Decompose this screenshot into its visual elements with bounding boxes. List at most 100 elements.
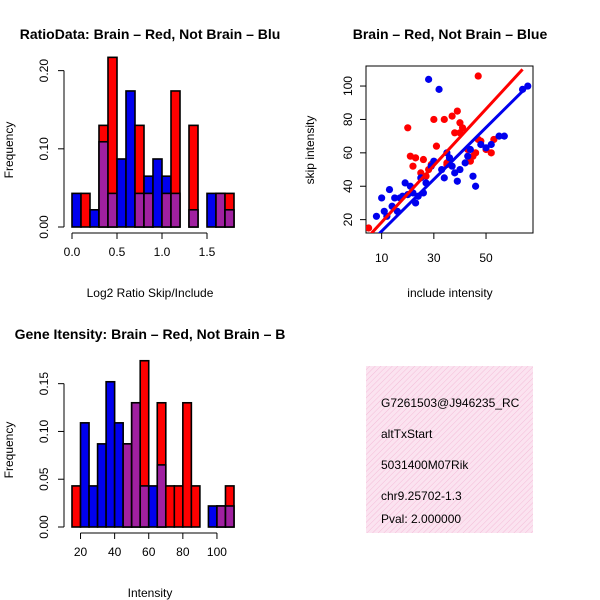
intensity-histogram-overlap-bar	[216, 505, 227, 528]
ratio-histogram-bar	[125, 90, 136, 228]
scatter-point-brain	[404, 124, 412, 132]
scatter-point-brain	[474, 72, 482, 80]
scatter-point-brain	[440, 115, 448, 124]
intensity-histogram-overlap-bar	[122, 443, 133, 528]
ratio-histogram-overlap-bar	[161, 192, 172, 228]
ratio-histogram-bar	[152, 158, 163, 228]
scatter-point-not-brain	[378, 194, 386, 202]
intensity-histogram-axes: 20 40 60 80 100 0.00 0.05 0.10 0.15	[37, 372, 227, 559]
scatter-x-tick-label: 50	[479, 251, 493, 265]
scatter-y-tick-label: 40	[341, 179, 355, 193]
scatter-point-not-brain	[372, 212, 381, 220]
ratio-histogram-overlap-bar	[107, 192, 118, 228]
ratio-histogram-y-tick-label: 0.00	[37, 215, 51, 239]
scatter-point-not-brain	[445, 154, 454, 162]
scatter-point-not-brain	[391, 194, 399, 202]
ratio-histogram-overlap-bar	[143, 192, 154, 228]
scatter-xlabel: include intensity	[407, 286, 492, 300]
intensity-histogram-x-tick-label: 80	[176, 545, 190, 559]
intensity-histogram-x-tick-label: 40	[108, 545, 122, 559]
scatter-point-brain	[411, 154, 420, 162]
scatter-point-not-brain	[477, 140, 485, 149]
ratio-histogram-bars	[71, 56, 235, 228]
scatter-plot-frame	[365, 65, 534, 234]
intensity-histogram-bar	[71, 485, 82, 528]
scatter-point-not-brain	[500, 132, 508, 140]
info-location: chr9.25702-1.3	[381, 489, 462, 503]
scatter-point-not-brain	[440, 174, 448, 182]
ratio-histogram-y-tick-label: 0.20	[37, 59, 51, 83]
scatter-x-tick-label: 10	[375, 251, 389, 265]
ratio-histogram-bar	[71, 192, 82, 228]
ratio-histogram-bar	[116, 158, 127, 228]
scatter-ylabel: skip intensity	[303, 116, 317, 185]
scatter-y-tick-label: 20	[341, 213, 355, 227]
intensity-histogram-y-tick-label: 0.15	[37, 372, 51, 396]
intensity-histogram-x-tick-label: 20	[74, 545, 88, 559]
scatter-point-not-brain	[469, 172, 477, 180]
info-panel-background	[366, 366, 533, 533]
ratio-histogram-x-tick-label: 1.5	[199, 245, 216, 259]
info-pval: Pval: 2.000000	[381, 512, 461, 526]
ratio-histogram-x-tick-label: 1.0	[154, 245, 171, 259]
scatter-point-brain	[419, 155, 428, 164]
intensity-scatter-panel: Brain – Red, Not Brain – Blue include in…	[303, 26, 547, 300]
scatter-point-brain	[409, 162, 417, 170]
scatter-axes: 10 30 50 20 40 60 80 100	[341, 76, 493, 265]
ratio-histogram-overlap-bar	[224, 209, 235, 228]
scatter-x-tick-label: 30	[427, 251, 441, 265]
ratio-histogram-bar	[89, 209, 100, 228]
ratio-histogram-bar	[80, 192, 91, 228]
ratio-histogram-overlap-bar	[215, 192, 226, 228]
intensity-histogram-y-tick-label: 0.00	[37, 515, 51, 539]
info-panel: G7261503@J946235_RC altTxStart 5031400M0…	[366, 366, 533, 533]
intensity-histogram-bar	[164, 485, 176, 528]
ratio-histogram-panel: RatioData: Brain – Red, Not Brain – Blu …	[2, 26, 280, 300]
ratio-histogram-y-tick-label: 0.10	[37, 137, 51, 161]
intensity-histogram-x-tick-label: 60	[142, 545, 156, 559]
ratio-histogram-ylabel: Frequency	[2, 122, 16, 179]
ratio-histogram-overlap-bar	[98, 140, 109, 228]
scatter-point-not-brain	[451, 169, 459, 177]
scatter-point-not-brain	[482, 144, 490, 152]
intensity-histogram-overlap-bar	[130, 401, 142, 528]
intensity-histogram-bar	[147, 485, 159, 528]
scatter-point-brain	[487, 149, 495, 157]
scatter-point-not-brain	[464, 152, 472, 160]
ratio-histogram-bar	[206, 192, 217, 228]
scatter-point-not-brain	[461, 159, 469, 167]
scatter-point-not-brain	[456, 165, 464, 174]
scatter-point-not-brain	[471, 182, 480, 190]
intensity-histogram-panel: Gene Itensity: Brain – Red, Not Brain – …	[2, 326, 285, 600]
scatter-fit-line-not-brain	[377, 84, 529, 233]
scatter-point-not-brain	[466, 145, 474, 154]
intensity-histogram-bar	[182, 401, 193, 528]
ratio-histogram-x-tick-label: 0.5	[109, 245, 126, 259]
scatter-point-not-brain	[487, 140, 495, 149]
intensity-histogram-overlap-bar	[224, 505, 235, 528]
info-probe-id: G7261503@J946235_RC	[381, 396, 520, 410]
scatter-fit-line-brain	[369, 68, 524, 233]
scatter-point-brain	[458, 124, 467, 132]
ratio-histogram-overlap-bar	[170, 192, 181, 228]
scatter-point-brain	[417, 169, 425, 177]
scatter-point-brain	[453, 107, 461, 115]
intensity-histogram-title: Gene Itensity: Brain – Red, Not Brain – …	[15, 326, 286, 342]
ratio-histogram-axes: 0.0 0.5 1.0 1.5 0.00 0.10 0.20	[37, 59, 216, 259]
intensity-histogram-bar	[113, 422, 124, 528]
scatter-point-brain	[471, 149, 480, 157]
intensity-histogram-bar	[173, 485, 184, 528]
intensity-histogram-xlabel: Intensity	[128, 586, 173, 600]
intensity-histogram-y-tick-label: 0.10	[37, 419, 51, 443]
scatter-point-brain	[366, 224, 373, 232]
scatter-point-not-brain	[425, 75, 433, 83]
scatter-title: Brain – Red, Not Brain – Blue	[353, 26, 548, 42]
intensity-histogram-bar	[105, 380, 116, 528]
scatter-y-tick-label: 60	[341, 146, 355, 160]
ratio-histogram-x-tick-label: 0.0	[64, 245, 81, 259]
scatter-point-not-brain	[401, 179, 409, 187]
intensity-histogram-bar	[190, 485, 201, 528]
scatter-y-tick-label: 80	[341, 112, 355, 126]
ratio-histogram-xlabel: Log2 Ratio Skip/Include	[87, 286, 214, 300]
